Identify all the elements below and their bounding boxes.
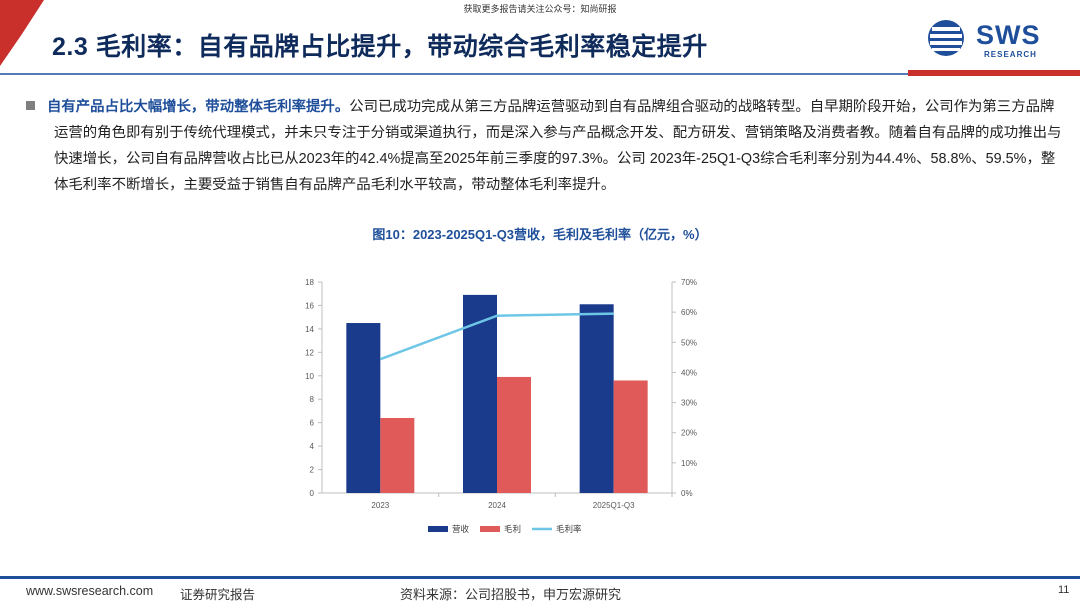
title-red-accent xyxy=(0,0,44,66)
y-right-tick-label: 0% xyxy=(681,489,693,498)
y-left-tick-label: 18 xyxy=(305,278,314,287)
y-right-tick-label: 40% xyxy=(681,368,697,377)
y-right-tick-label: 20% xyxy=(681,429,697,438)
x-tick-label: 2023 xyxy=(371,501,389,510)
legend-label-毛利率: 毛利率 xyxy=(556,524,582,534)
y-left-tick-label: 12 xyxy=(305,348,314,357)
y-left-tick-label: 0 xyxy=(310,489,315,498)
y-right-tick-label: 60% xyxy=(681,308,697,317)
y-left-tick-label: 10 xyxy=(305,372,314,381)
y-left-tick-label: 6 xyxy=(310,419,315,428)
bar-营收 xyxy=(579,304,614,493)
logo-text: SWS xyxy=(976,20,1041,50)
footer-report-label: 证券研究报告 xyxy=(180,588,256,602)
y-left-tick-label: 4 xyxy=(310,442,315,451)
y-right-tick-label: 30% xyxy=(681,399,697,408)
logo-subtext: RESEARCH xyxy=(984,50,1037,59)
footer-divider xyxy=(0,576,1080,579)
title-underline-red xyxy=(908,70,1080,76)
lead-sentence: 自有产品占比大幅增长，带动整体毛利率提升。 xyxy=(47,99,350,115)
title-decoration xyxy=(0,0,1080,76)
bar-毛利 xyxy=(380,417,415,493)
figure-title: 图10：2023-2025Q1-Q3营收，毛利及毛利率（亿元，%） xyxy=(372,227,708,242)
legend-label-毛利: 毛利 xyxy=(504,524,521,534)
paragraph-text: 公司已成功完成从第三方品牌运营驱动到自有品牌组合驱动的战略转型。自早期阶段开始，… xyxy=(54,99,1062,193)
y-right-tick-label: 70% xyxy=(681,278,697,287)
y-left-tick-label: 2 xyxy=(310,466,315,475)
legend-label-营收: 营收 xyxy=(452,524,470,534)
bar-营收 xyxy=(463,294,497,493)
x-tick-label: 2024 xyxy=(488,501,506,510)
page-title: 2.3 毛利率：自有品牌占比提升，带动综合毛利率稳定提升 xyxy=(52,33,708,61)
bar-毛利 xyxy=(497,376,531,493)
y-left-tick-label: 8 xyxy=(310,395,315,404)
legend-swatch-毛利 xyxy=(480,526,500,532)
logo-emblem-icon xyxy=(928,20,964,56)
page-number: 11 xyxy=(1058,584,1070,596)
x-tick-label: 2025Q1-Q3 xyxy=(593,501,635,510)
footer-url[interactable]: www.swsresearch.com xyxy=(26,584,154,598)
footer-source: 资料来源：公司招股书，申万宏源研究 xyxy=(400,587,622,602)
sws-logo: SWS RESEARCH xyxy=(924,20,1064,60)
bar-毛利 xyxy=(613,380,648,493)
bar-营收 xyxy=(346,323,381,493)
y-left-tick-label: 16 xyxy=(305,301,314,310)
title-bar: 2.3 毛利率：自有品牌占比提升，带动综合毛利率稳定提升 SWS RESEARC… xyxy=(0,0,1080,82)
y-right-tick-label: 50% xyxy=(681,338,697,347)
bullet-icon xyxy=(26,101,35,110)
watermark: 获取更多报告请关注公众号：知尚研报 xyxy=(463,4,617,14)
revenue-margin-chart: 0 2 4 6 8 10 12 14 16 18 0% 10% 20% 30% 40% 50% 60% 70% 20… xyxy=(305,278,697,534)
body-paragraph: 自有产品占比大幅增长，带动整体毛利率提升。公司已成功完成从第三方品牌运营驱动到自… xyxy=(26,94,1066,198)
y-left-tick-label: 14 xyxy=(305,325,314,334)
y-right-tick-label: 10% xyxy=(681,459,697,468)
legend-swatch-营收 xyxy=(428,526,448,532)
